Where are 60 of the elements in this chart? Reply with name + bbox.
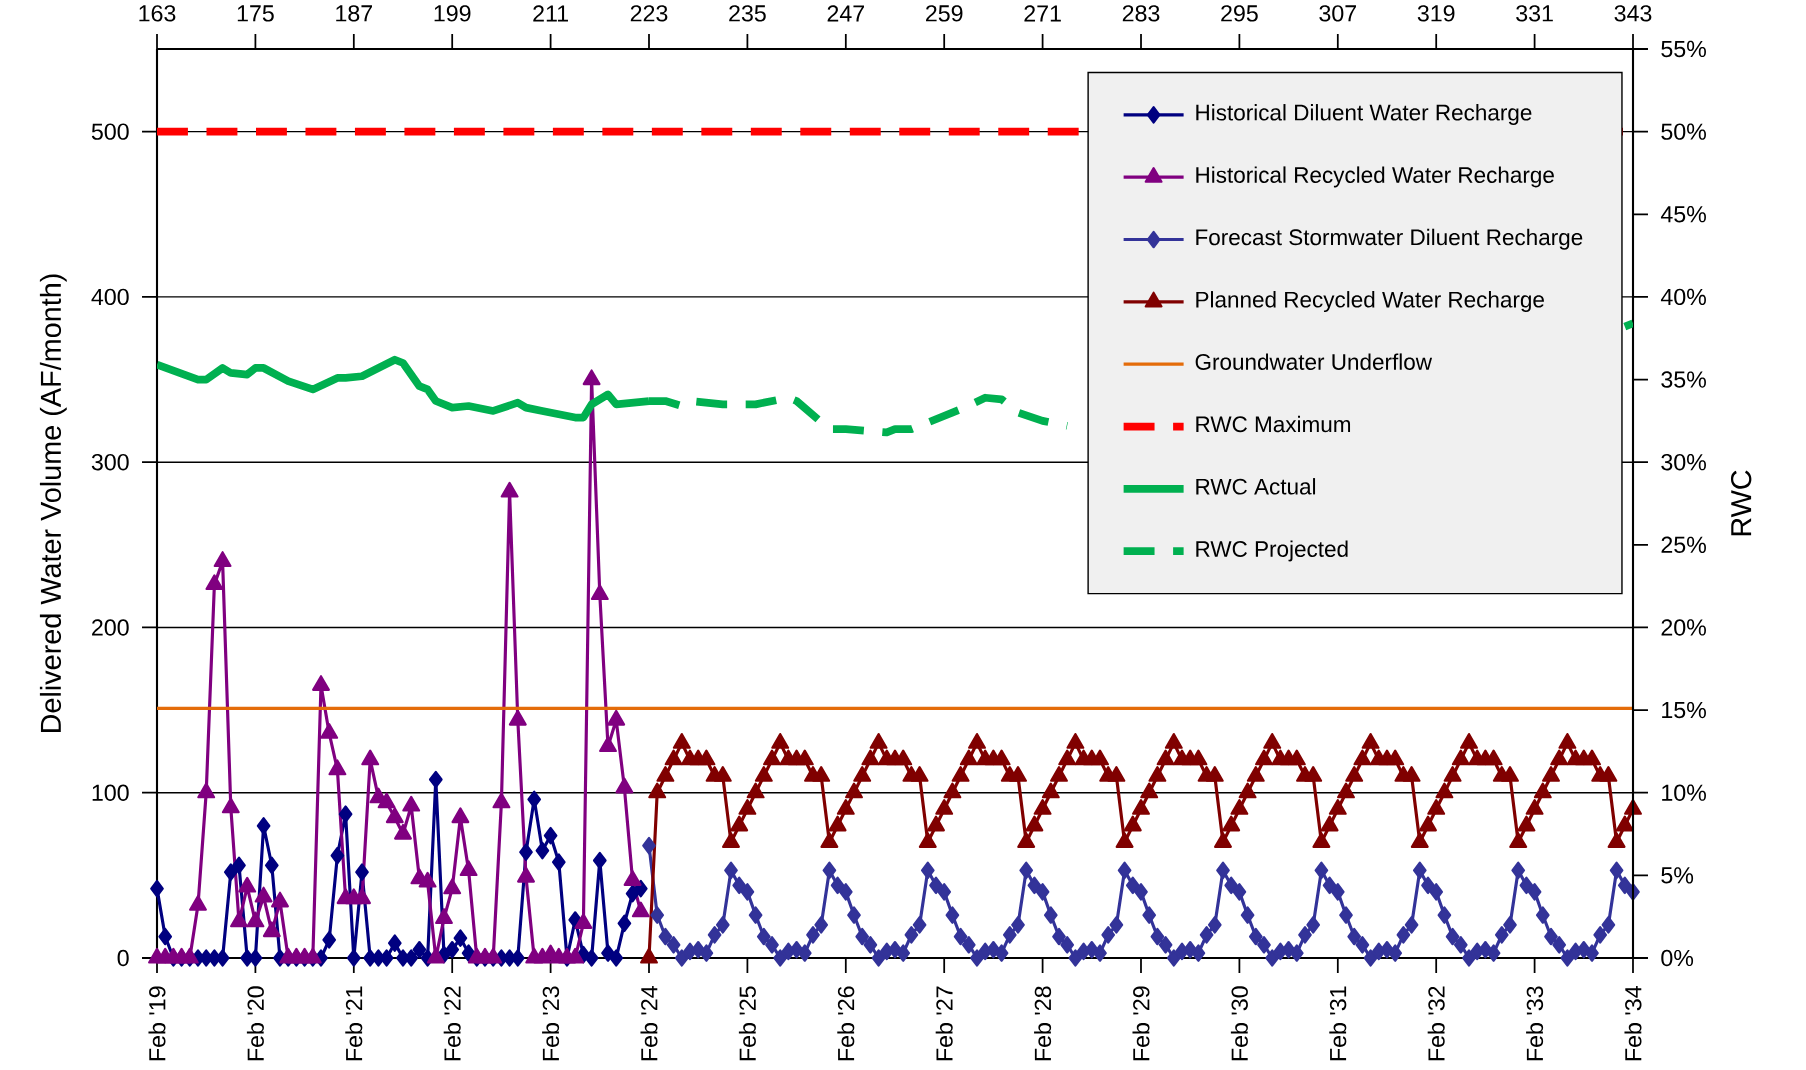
legend-label: Planned Recycled Water Recharge: [1196, 291, 1544, 313]
x2-tick-label: 271: [1024, 5, 1061, 22]
x2-tick-label: 211: [533, 5, 568, 22]
x-tick-label: Feb '29: [1132, 986, 1150, 1061]
x2-tick-label: 247: [827, 5, 864, 22]
x-tick-label: Feb '33: [1526, 986, 1544, 1061]
y-tick-label: 400: [91, 288, 129, 306]
x2-tick-label: 259: [926, 5, 963, 22]
x-tick-label: Feb '23: [542, 986, 560, 1061]
y-tick-label: 200: [92, 619, 129, 636]
y2-tick-label: 45%: [1660, 206, 1706, 223]
x2-tick-label: 283: [1122, 5, 1160, 22]
x-tick-label: Feb '31: [1329, 986, 1347, 1061]
legend-label: RWC Actual: [1196, 478, 1316, 495]
legend-label: RWC Maximum: [1196, 415, 1351, 433]
y-tick-label: 300: [91, 453, 129, 471]
y-tick-label: 500: [91, 123, 129, 140]
x-tick-label: Feb '21: [345, 986, 363, 1061]
x2-tick-label: 199: [434, 5, 471, 22]
y2-tick-label: 40%: [1660, 288, 1706, 306]
x-tick-label: Feb '32: [1427, 986, 1445, 1061]
y-tick-label: 0: [117, 949, 129, 967]
y2-tick-label: 55%: [1661, 40, 1706, 58]
y2-tick-label: 50%: [1661, 123, 1706, 140]
x-tick-label: Feb '25: [738, 986, 756, 1061]
y-tick-label: 100: [92, 784, 129, 801]
x2-tick-label: 319: [1417, 5, 1455, 22]
y2-tick-label: 25%: [1661, 536, 1706, 554]
x2-tick-label: 331: [1516, 5, 1553, 22]
y2-axis-title: RWC: [1730, 470, 1752, 536]
y2-tick-label: 35%: [1661, 371, 1706, 388]
legend-label: RWC Projected: [1196, 540, 1348, 562]
x2-tick-label: 187: [336, 5, 372, 22]
x-tick-label: Feb '27: [935, 986, 953, 1061]
legend-label: Historical Recycled Water Recharge: [1196, 166, 1554, 188]
y2-tick-label: 5%: [1661, 867, 1694, 884]
x-tick-label: Feb '26: [837, 986, 855, 1061]
x2-tick-label: 175: [237, 5, 274, 22]
x-tick-label: Feb '22: [443, 986, 461, 1061]
y2-tick-label: 15%: [1662, 701, 1706, 719]
legend-label: Historical Diluent Water Recharge: [1196, 104, 1532, 126]
x-tick-label: Feb '20: [246, 986, 264, 1061]
x2-tick-label: 163: [139, 5, 176, 22]
x-tick-label: Feb '34: [1624, 986, 1642, 1061]
y2-tick-label: 20%: [1661, 619, 1706, 636]
y2-tick-label: 30%: [1661, 453, 1706, 471]
x2-tick-label: 235: [729, 5, 766, 22]
y2-tick-label: 0%: [1661, 949, 1694, 967]
x2-tick-label: 223: [630, 5, 668, 22]
x2-tick-label: 343: [1614, 5, 1652, 22]
legend-label: Groundwater Underflow: [1195, 353, 1433, 370]
x2-tick-label: 295: [1221, 5, 1258, 22]
x-tick-label: Feb '24: [640, 986, 658, 1061]
x-tick-label: Feb '28: [1034, 986, 1052, 1061]
x2-tick-label: 307: [1319, 5, 1356, 22]
x-tick-label: Feb '19: [148, 986, 166, 1061]
y2-tick-label: 10%: [1662, 784, 1706, 801]
y-axis-title: Delivered Water Volume (AF/month): [39, 274, 67, 733]
x-tick-label: Feb '30: [1230, 986, 1248, 1061]
legend-label: Forecast Stormwater Diluent Recharge: [1196, 228, 1583, 250]
